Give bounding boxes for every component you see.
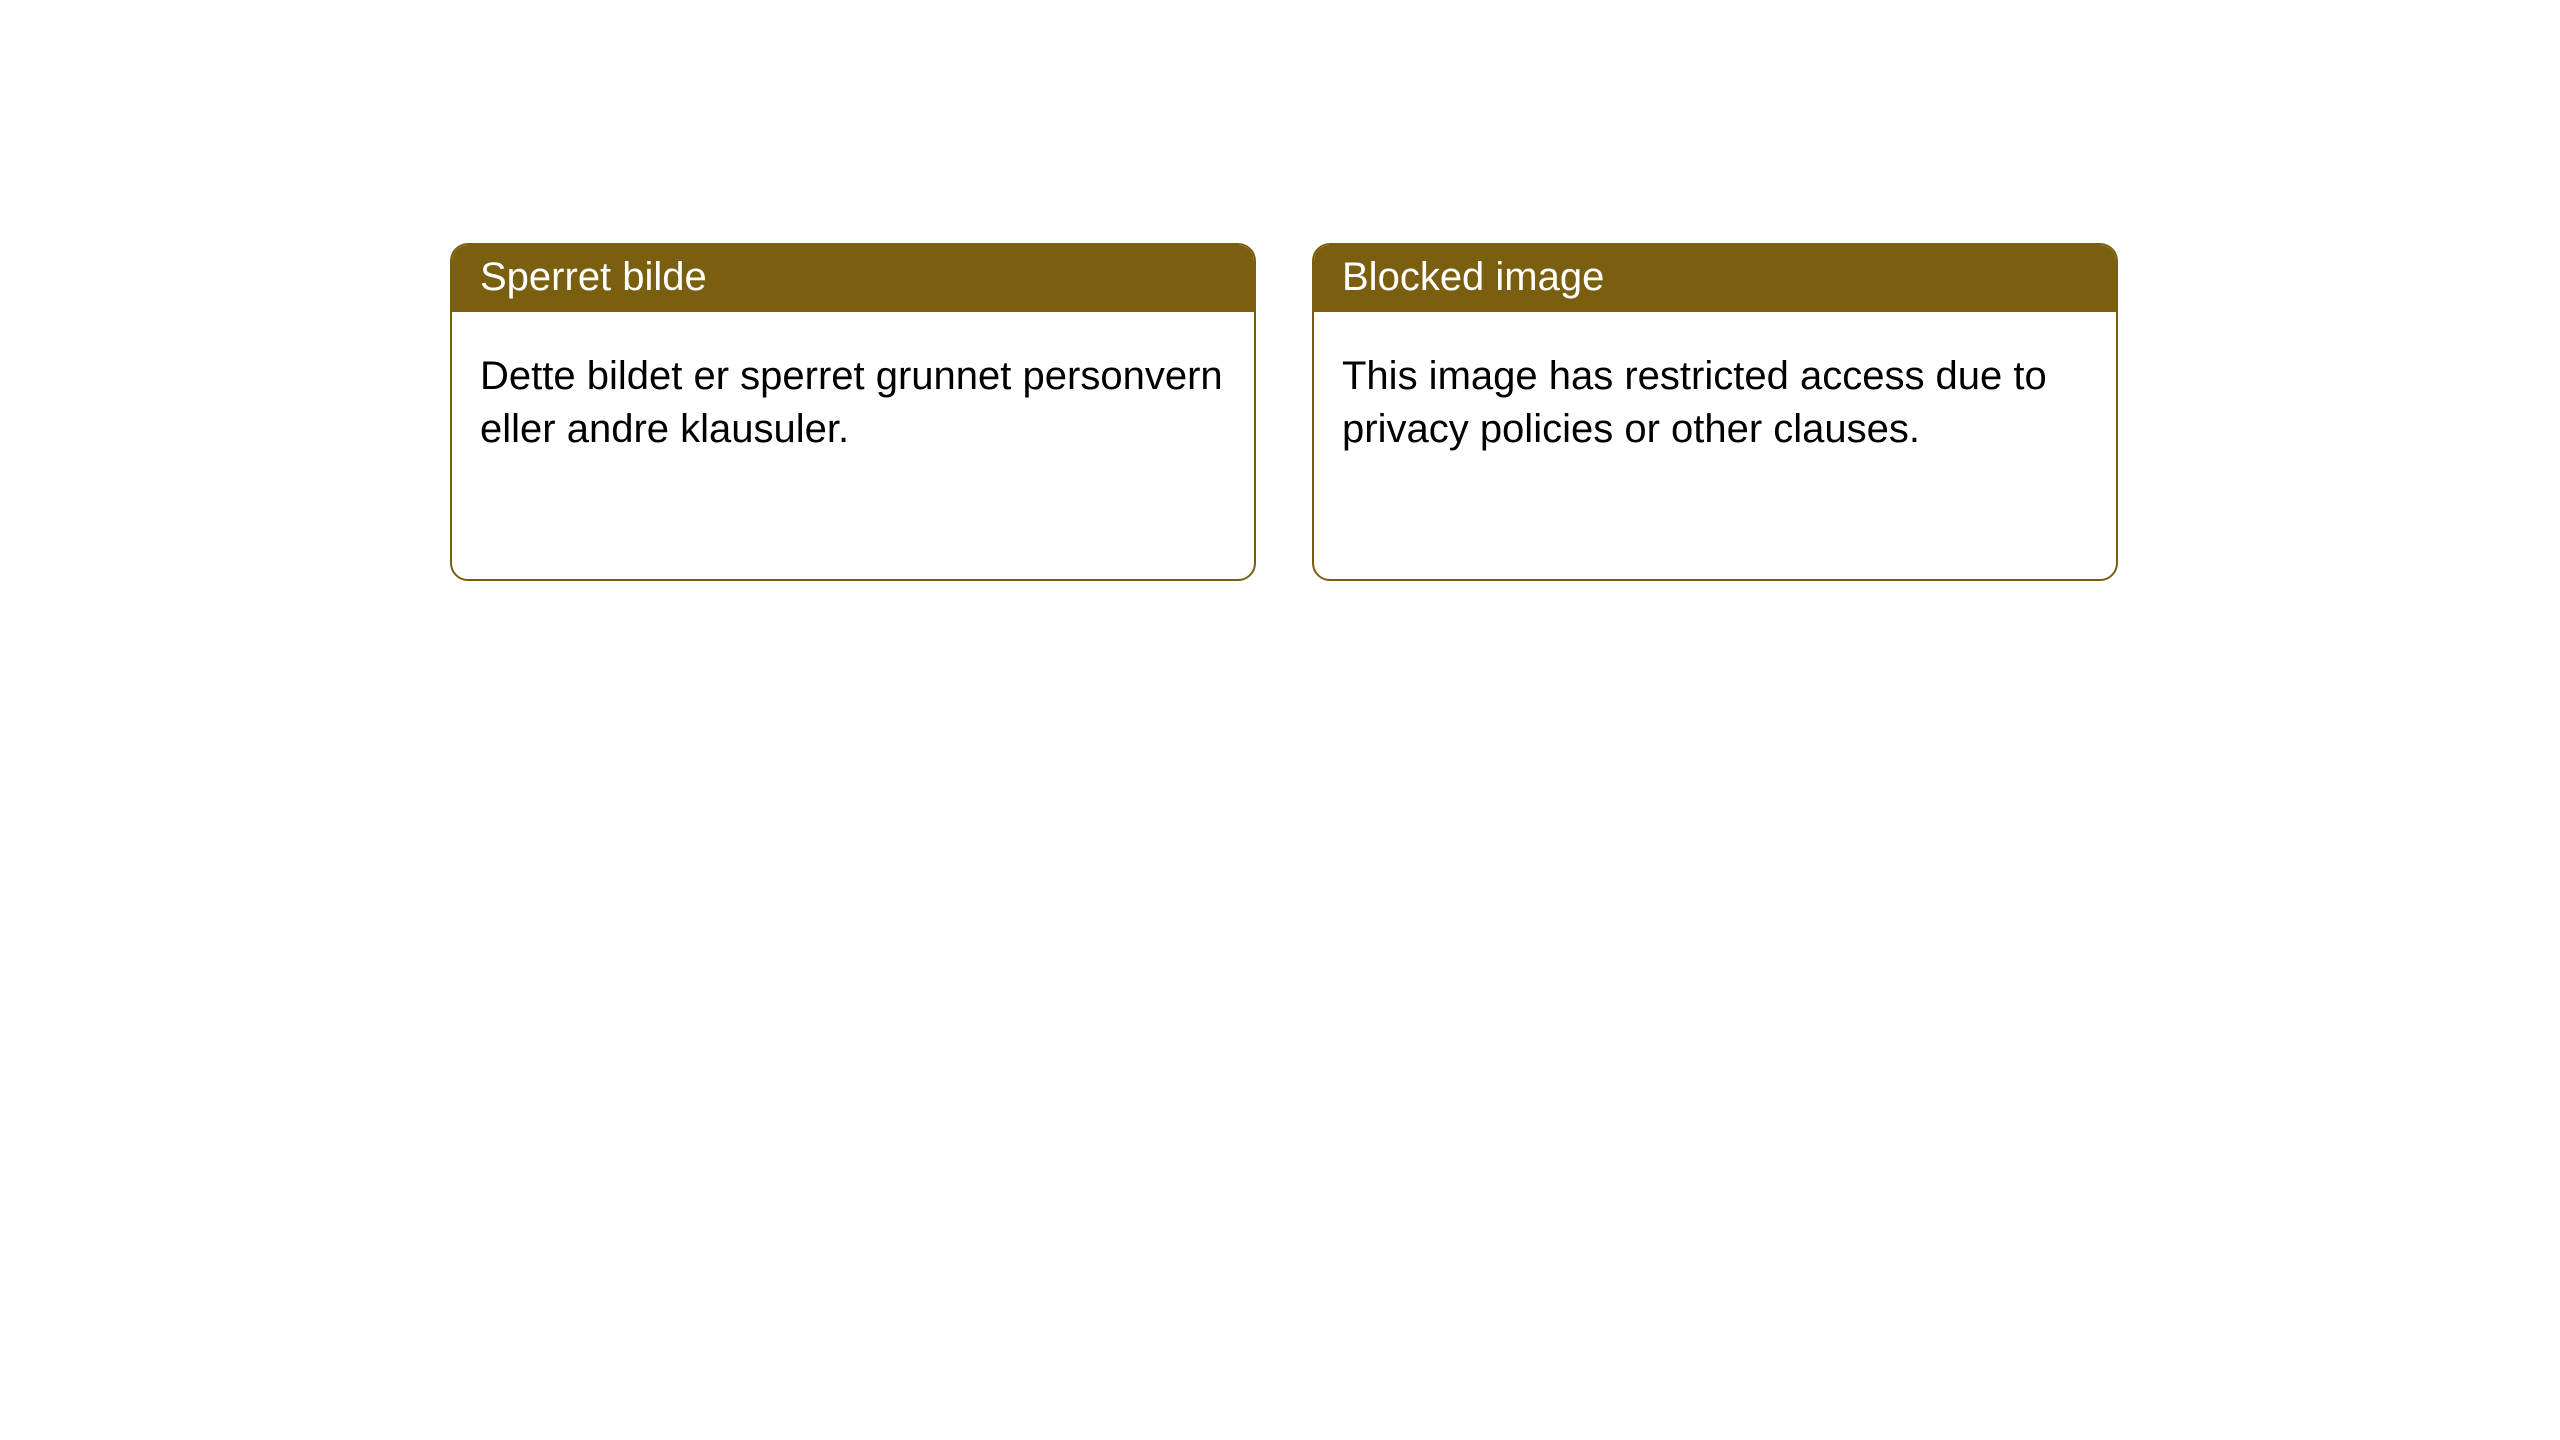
blocked-image-card-english: Blocked image This image has restricted …: [1312, 243, 2118, 581]
blocked-image-card-norwegian: Sperret bilde Dette bildet er sperret gr…: [450, 243, 1256, 581]
cards-container: Sperret bilde Dette bildet er sperret gr…: [0, 0, 2560, 581]
card-title-english: Blocked image: [1314, 245, 2116, 312]
card-body-norwegian: Dette bildet er sperret grunnet personve…: [452, 312, 1254, 484]
card-title-norwegian: Sperret bilde: [452, 245, 1254, 312]
card-body-english: This image has restricted access due to …: [1314, 312, 2116, 484]
